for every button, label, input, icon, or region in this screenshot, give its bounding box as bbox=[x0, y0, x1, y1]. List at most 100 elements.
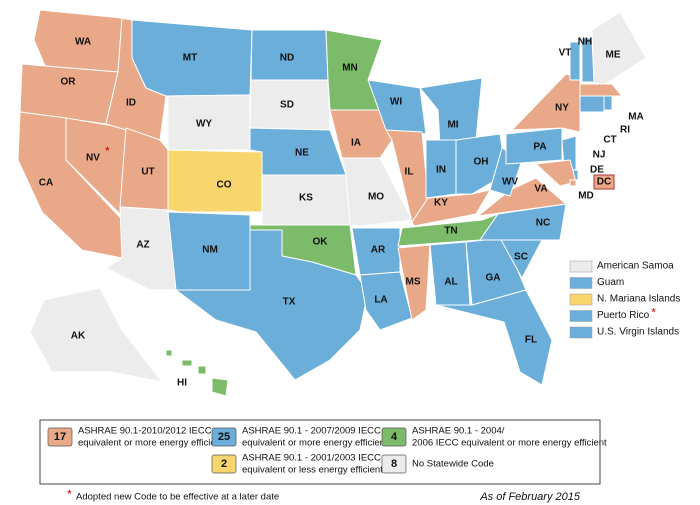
state-shape bbox=[591, 11, 647, 87]
state-shape bbox=[579, 83, 623, 97]
state-shape bbox=[181, 359, 193, 367]
state-shape bbox=[603, 95, 613, 111]
state-label: GA bbox=[486, 273, 501, 284]
state-label: MS bbox=[406, 277, 421, 288]
state-label: MI bbox=[447, 120, 458, 131]
territory-swatch bbox=[569, 326, 593, 339]
state-shape bbox=[167, 149, 263, 213]
state-label: IL bbox=[405, 167, 414, 178]
territory-label: N. Mariana Islands bbox=[597, 294, 680, 305]
state-label: OK bbox=[313, 237, 329, 248]
state-label: WI bbox=[390, 97, 402, 108]
state-shape bbox=[435, 289, 553, 386]
state-label: VT bbox=[559, 48, 572, 59]
state-label: HI bbox=[177, 378, 187, 389]
state-shape bbox=[211, 377, 229, 397]
legend-text: ASHRAE 90.1 - 2001/2003 IECC bbox=[242, 453, 381, 464]
state-label: WV bbox=[502, 177, 518, 188]
state-shape bbox=[105, 206, 177, 291]
legend-swatch bbox=[211, 427, 237, 447]
state-label: IN bbox=[436, 165, 446, 176]
legend-text: 2006 IECC equivalent or more energy effi… bbox=[412, 438, 607, 449]
state-label: MN bbox=[342, 63, 358, 74]
state-label: OR bbox=[61, 77, 77, 88]
legend-swatch bbox=[381, 454, 407, 474]
state-shape bbox=[165, 349, 173, 357]
as-of: As of February 2015 bbox=[479, 491, 581, 503]
state-label: IA bbox=[351, 138, 361, 149]
state-label: DE bbox=[590, 165, 604, 176]
state-label: MD bbox=[578, 191, 594, 202]
legend-text: No Statewide Code bbox=[412, 459, 494, 470]
state-label: PA bbox=[533, 142, 546, 153]
state-label: ND bbox=[280, 53, 294, 64]
territory-swatch bbox=[569, 277, 593, 289]
state-label: NE bbox=[295, 148, 309, 159]
state-label: KS bbox=[299, 193, 313, 204]
state-label: SC bbox=[514, 252, 528, 263]
legend-text: ASHRAE 90.1 - 2004/ bbox=[412, 426, 505, 437]
legend-swatch bbox=[381, 427, 407, 447]
state-shape bbox=[367, 79, 427, 135]
state-label: MA bbox=[628, 112, 644, 123]
legend-count: 8 bbox=[391, 458, 397, 470]
state-shape bbox=[197, 365, 207, 375]
legend-text: equivalent or less energy efficient bbox=[242, 465, 383, 476]
territory-swatch bbox=[569, 293, 593, 306]
state-shape bbox=[29, 287, 163, 383]
legend-count: 2 bbox=[221, 458, 227, 470]
state-shape bbox=[511, 73, 581, 133]
state-label: DC bbox=[597, 177, 611, 188]
state-label: CA bbox=[39, 178, 53, 189]
territory-swatch bbox=[569, 310, 593, 322]
state-label: TN bbox=[444, 226, 457, 237]
state-label: OH bbox=[474, 157, 489, 168]
legend-text: equivalent or more energy efficient bbox=[242, 438, 388, 449]
state-shape bbox=[477, 177, 567, 217]
asterisk: * bbox=[105, 144, 110, 158]
territory-label: U.S. Virgin Islands bbox=[597, 327, 679, 338]
state-label: VA bbox=[534, 184, 547, 195]
state-shape bbox=[579, 95, 605, 113]
territory-label: American Samoa bbox=[597, 261, 674, 272]
territory-label: Puerto Rico bbox=[597, 310, 650, 321]
state-label: SD bbox=[280, 100, 294, 111]
state-shape bbox=[505, 127, 563, 165]
state-label: ME bbox=[606, 50, 621, 61]
legend-swatch bbox=[47, 427, 73, 447]
state-shape bbox=[329, 109, 393, 159]
state-shape bbox=[479, 203, 567, 241]
state-label: CO bbox=[217, 180, 232, 191]
legend-swatch bbox=[211, 454, 237, 474]
state-label: NH bbox=[578, 37, 592, 48]
legend-text: equivalent or more energy efficient bbox=[78, 438, 224, 449]
legend-count: 17 bbox=[54, 431, 66, 443]
state-label: ID bbox=[126, 98, 136, 109]
state-shape bbox=[341, 157, 413, 227]
state-label: MO bbox=[368, 192, 384, 203]
legend-text: ASHRAE 90.1-2010/2012 IECC bbox=[78, 426, 212, 437]
state-label: AZ bbox=[136, 240, 149, 251]
dc-label-box bbox=[593, 174, 615, 190]
state-shape bbox=[429, 241, 471, 306]
state-shape bbox=[359, 271, 413, 331]
legend-count: 25 bbox=[218, 431, 230, 443]
footnote-mark: * bbox=[67, 487, 72, 501]
asterisk: * bbox=[651, 306, 656, 320]
state-label: KY bbox=[434, 198, 448, 209]
territory-swatch bbox=[569, 260, 593, 273]
state-label: NY bbox=[555, 103, 569, 114]
state-label: NJ bbox=[593, 150, 606, 161]
state-label: AK bbox=[71, 331, 86, 342]
state-label: NM bbox=[202, 245, 218, 256]
state-shape bbox=[419, 77, 483, 146]
state-label: WA bbox=[75, 37, 91, 48]
legend-count: 4 bbox=[391, 431, 398, 443]
legend-box bbox=[39, 419, 601, 485]
footnote-text: Adopted new Code to be effective at a la… bbox=[76, 492, 279, 503]
state-label: NC bbox=[536, 218, 550, 229]
territory-label: Guam bbox=[597, 277, 624, 288]
state-shape bbox=[569, 179, 577, 187]
legend-text: ASHRAE 90.1 - 2007/2009 IECC bbox=[242, 426, 381, 437]
state-label: WY bbox=[196, 119, 212, 130]
